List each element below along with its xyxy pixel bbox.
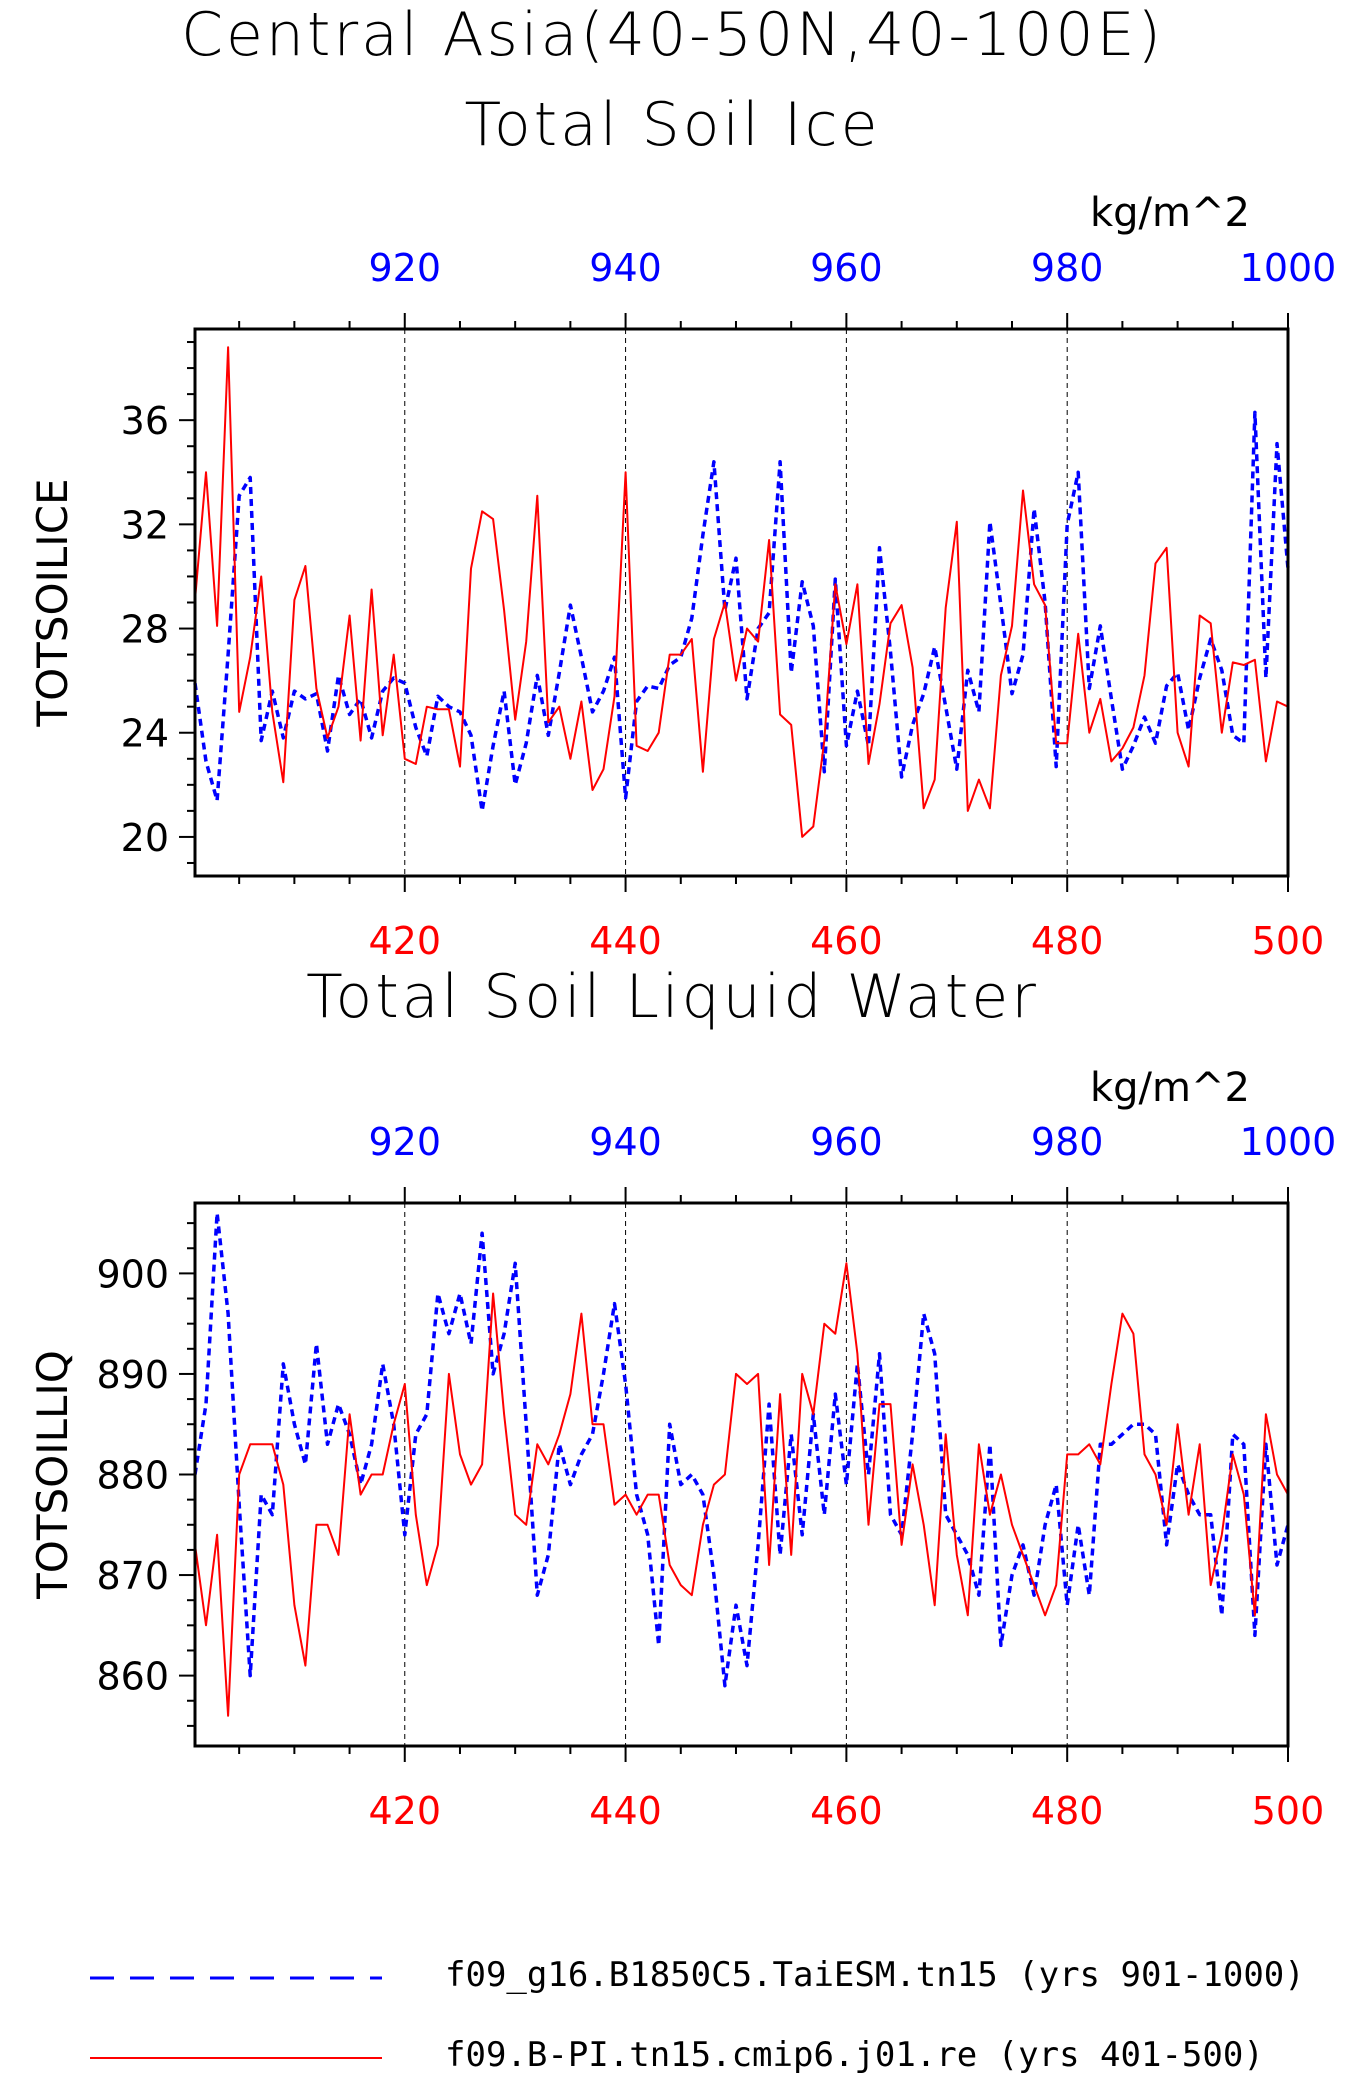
figure-title: Central Asia(40-50N,40-100E) [181,0,1164,70]
unit-label-liquid: kg/m^2 [1090,1065,1250,1111]
x-top-tick-label-ice: 1000 [1240,246,1337,290]
legend [90,1976,382,2059]
y-tick-label-ice: 32 [121,503,169,547]
x-top-tick-label-liq: 1000 [1240,1120,1337,1164]
x-top-tick-label-liq: 980 [1031,1120,1104,1164]
x-bottom-tick-label-ice: 460 [810,919,883,963]
legend-label-blue: f09_g16.B1850C5.TaiESM.tn15 (yrs 901-100… [445,1955,1305,1995]
series-line-blue-ice [193,410,1290,813]
y-tick-label-liq: 860 [96,1655,169,1699]
x-bottom-tick-label-ice: 480 [1031,919,1104,963]
x-top-tick-label-liq: 920 [369,1120,442,1164]
series-line-red-ice [194,346,1289,838]
x-bottom-tick-label-liq: 500 [1252,1789,1325,1833]
y-tick-label-ice: 24 [121,712,169,756]
x-top-tick-label-ice: 920 [369,246,442,290]
y-tick-label-ice: 28 [121,608,169,652]
chart-title-liquid: Total Soil Liquid Water [306,962,1039,1032]
x-bottom-tick-label-liq: 460 [810,1789,883,1833]
plot-frame-liq [193,1201,1290,1748]
x-bottom-tick-label-liq: 440 [589,1789,662,1833]
x-top-tick-label-liq: 940 [589,1120,662,1164]
y-tick-label-liq: 880 [96,1454,169,1498]
x-bottom-tick-label-ice: 440 [589,919,662,963]
x-top-tick-label-ice: 980 [1031,246,1104,290]
x-top-tick-label-liq: 960 [810,1120,883,1164]
series-line-blue-liq [193,1211,1290,1688]
x-top-tick-label-ice: 960 [810,246,883,290]
x-top-tick-label-ice: 940 [589,246,662,290]
y-tick-label-liq: 870 [96,1554,169,1598]
series-line-red-liq [194,1262,1289,1717]
legend-label-red: f09.B-PI.tn15.cmip6.j01.re (yrs 401-500) [445,2035,1264,2075]
panel-soil-ice: 20 24 28 32 36 420 440 460 480 500 920 940 960 980 100… [28,246,1336,963]
y-tick-label-ice: 36 [121,399,169,443]
y-axis-label-ice: TOTSOILICE [28,478,77,727]
panel-soil-liquid: 860 870 880 890 900 420 440 460 480 500 920 940 960 9… [28,1120,1336,1833]
y-tick-label-liq: 890 [96,1353,169,1397]
x-bottom-tick-label-liq: 420 [369,1789,442,1833]
y-tick-label-liq: 900 [96,1252,169,1296]
x-bottom-tick-label-liq: 480 [1031,1789,1104,1833]
y-axis-label-liq: TOTSOILLIQ [28,1350,77,1600]
chart-title-ice: Total Soil Ice [464,90,881,160]
x-bottom-tick-label-ice: 500 [1252,919,1325,963]
plot-frame-ice [193,327,1290,878]
x-bottom-tick-label-ice: 420 [369,919,442,963]
y-tick-label-ice: 20 [121,816,169,860]
unit-label-ice: kg/m^2 [1090,190,1250,236]
